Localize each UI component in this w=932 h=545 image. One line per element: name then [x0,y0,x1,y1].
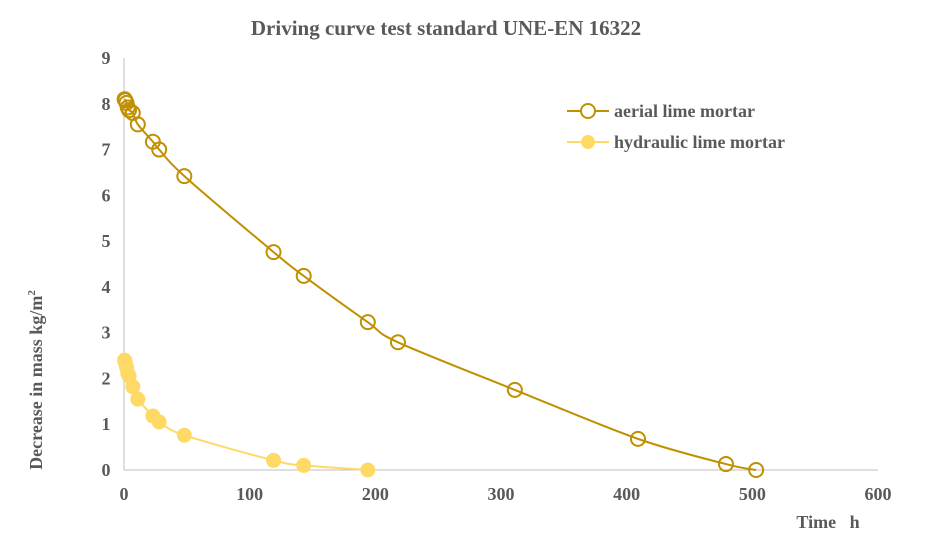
chart-title: Driving curve test standard UNE-EN 16322 [251,16,641,40]
y-tick-label: 7 [102,140,111,160]
data-point-aerial-lime-mortar [389,334,406,351]
x-tick-label: 400 [613,484,640,504]
legend-marker [581,135,595,149]
data-point-aerial-lime-mortar [265,244,282,261]
legend-label: hydraulic lime mortar [614,132,785,152]
axes: 0 100 200 300 400 500 600 0 1 2 3 4 5 6 7 8 9 [102,48,892,504]
data-point-aerial-lime-mortar [121,102,138,119]
x-tick-label: 300 [488,484,515,504]
y-tick-label: 4 [102,277,111,297]
y-axis-label-sup: 2 [26,290,38,296]
y-axis-label-text: Decrease in mass kg/m [26,296,46,470]
y-tick-label: 6 [102,185,111,205]
series-line-aerial-lime-mortar [123,98,757,471]
legend-label: aerial lime mortar [614,101,755,121]
x-tick-label: 200 [362,484,389,504]
data-point-hydraulic-lime-mortar [360,462,376,478]
y-tick-label: 0 [102,460,111,480]
x-tick-label: 600 [865,484,892,504]
data-point-aerial-lime-mortar [717,456,734,473]
y-tick-label: 2 [102,368,111,388]
y-tick-label: 3 [102,323,111,343]
legend: aerial lime mortar hydraulic lime mortar [567,101,785,152]
data-point-aerial-lime-mortar [129,116,146,133]
data-point-hydraulic-lime-mortar [266,452,282,468]
y-tick-label: 1 [102,414,111,434]
data-point-hydraulic-lime-mortar [151,414,167,430]
x-axis-label: Time h [796,512,859,532]
data-point-aerial-lime-mortar [506,381,523,398]
x-tick-label: 0 [120,484,129,504]
data-point-hydraulic-lime-mortar [176,427,192,443]
series-layer [116,91,765,478]
y-tick-label: 5 [102,231,111,251]
y-tick-label: 8 [102,94,111,114]
x-tick-label: 100 [236,484,263,504]
data-point-aerial-lime-mortar [295,267,312,284]
data-point-aerial-lime-mortar [359,314,376,331]
data-point-hydraulic-lime-mortar [296,457,312,473]
y-axis-label: Decrease in mass kg/m2 [26,290,46,470]
legend-marker [580,103,596,119]
x-tick-label: 500 [739,484,766,504]
data-point-hydraulic-lime-mortar [130,391,146,407]
y-tick-label: 9 [102,48,111,68]
data-point-aerial-lime-mortar [629,430,646,447]
data-point-aerial-lime-mortar [748,462,765,478]
data-point-aerial-lime-mortar [176,168,193,185]
data-point-aerial-lime-mortar [151,141,168,158]
